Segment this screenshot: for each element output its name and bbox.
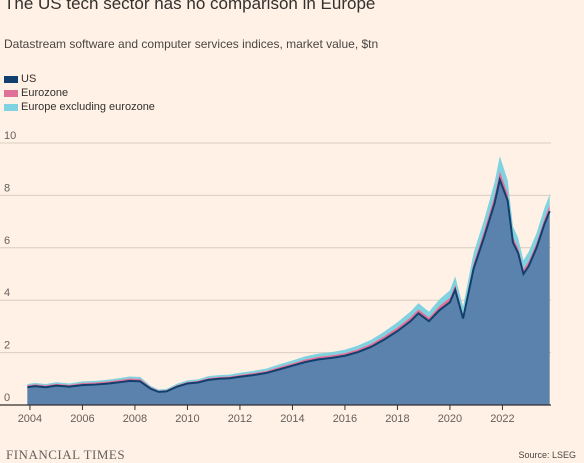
x-tick-label: 2006 — [70, 413, 94, 425]
x-tick-label: 2022 — [490, 413, 514, 425]
x-tick-label: 2004 — [18, 413, 42, 425]
x-tick-label: 2010 — [175, 413, 199, 425]
y-tick-label: 8 — [4, 182, 10, 194]
y-tick-label: 6 — [4, 235, 10, 247]
chart-title: The US tech sector has no comparison in … — [4, 0, 376, 13]
x-tick-label: 2014 — [280, 413, 304, 425]
legend-label-europe-ex-eurozone: Europe excluding eurozone — [21, 101, 155, 113]
legend-label-us: US — [21, 73, 37, 85]
legend: US Eurozone Europe excluding eurozone — [4, 72, 155, 114]
area-europe-ex-eurozone — [27, 156, 550, 391]
legend-item-europe-ex-eurozone: Europe excluding eurozone — [4, 100, 155, 114]
x-tick-label: 2008 — [123, 413, 147, 425]
source-note: Source: LSEG — [518, 450, 576, 460]
x-tick-label: 2020 — [438, 413, 462, 425]
x-tick-label: 2012 — [228, 413, 252, 425]
legend-item-eurozone: Eurozone — [4, 86, 155, 100]
area-us — [27, 179, 550, 405]
line-us — [27, 176, 551, 393]
legend-label-eurozone: Eurozone — [21, 87, 69, 99]
y-tick-label: 10 — [4, 130, 16, 142]
ft-brand-logo: FINANCIAL TIMES — [6, 447, 126, 462]
legend-swatch-us — [4, 75, 18, 83]
y-tick-label: 4 — [4, 287, 10, 299]
chart-subtitle: Datastream software and computer service… — [4, 37, 379, 51]
y-tick-label: 0 — [4, 392, 10, 404]
y-tick-label: 2 — [4, 340, 10, 352]
legend-swatch-europe-ex-eurozone — [4, 103, 18, 111]
x-tick-label: 2016 — [333, 413, 357, 425]
legend-swatch-eurozone — [4, 89, 18, 97]
x-tick-label: 2018 — [385, 413, 409, 425]
legend-item-us: US — [4, 72, 155, 86]
